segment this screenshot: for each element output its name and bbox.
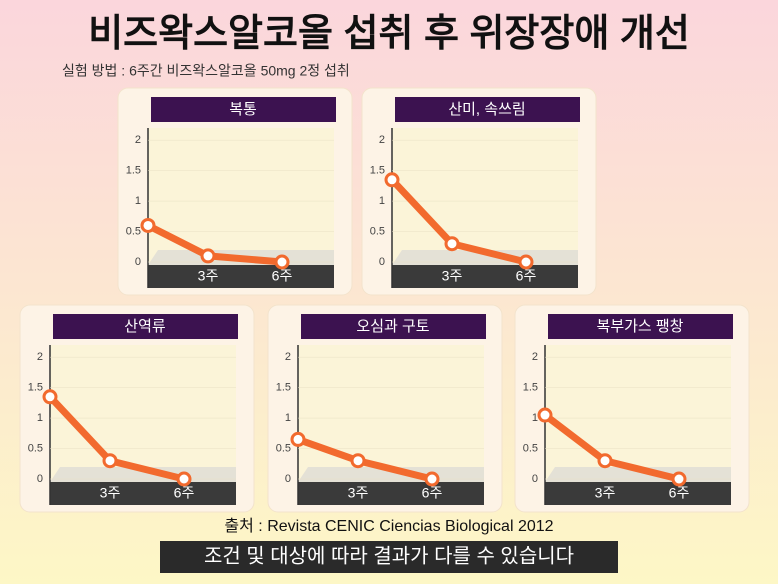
y-tick-label: 1.5 [276, 382, 291, 394]
x-tick-label: 3주 [442, 268, 463, 284]
x-axis-band [148, 265, 334, 288]
title-bar [53, 314, 238, 339]
point [274, 254, 290, 270]
plot-bg [50, 345, 236, 479]
chart-title: 산역류 [124, 318, 166, 335]
point [384, 172, 400, 188]
x-axis-band [298, 482, 484, 505]
chart-panel: 복통 0 0.5 1 1.5 2 3주 6주 [117, 87, 353, 296]
point [671, 471, 687, 487]
y-tick-label: 0 [135, 256, 141, 268]
y-tick-label: 2 [532, 351, 538, 363]
chart-title: 복통 [229, 101, 257, 118]
x-tick-label: 6주 [272, 268, 293, 284]
x-tick-label: 6주 [174, 485, 195, 501]
chart-panel: 산미, 속쓰림 0 0.5 1 1.5 2 3주 6주 [361, 87, 597, 296]
plot-bg [545, 345, 731, 479]
chart-panel: 산역류 0 0.5 1 1.5 2 3주 6주 [19, 304, 255, 513]
x-tick-label: 3주 [348, 485, 369, 501]
x-axis-band [392, 265, 578, 288]
point [537, 407, 553, 423]
point [424, 471, 440, 487]
point [518, 254, 534, 270]
x-tick-label: 3주 [198, 268, 219, 284]
y-tick-label: 1 [135, 195, 141, 207]
point [444, 236, 460, 252]
y-tick-label: 0 [285, 473, 291, 485]
y-tick-label: 0.5 [523, 442, 538, 454]
chart-title: 산미, 속쓰림 [448, 101, 525, 118]
title: 비즈왁스알코올 섭취 후 위장장애 개선 [88, 13, 690, 55]
y-tick-label: 0 [379, 256, 385, 268]
chart-title: 복부가스 팽창 [597, 318, 684, 335]
point [102, 453, 118, 469]
x-axis-band [50, 482, 236, 505]
title-bar [395, 97, 580, 122]
point [140, 217, 156, 233]
plot-bg [392, 128, 578, 262]
title-bar [548, 314, 733, 339]
point [42, 389, 58, 405]
caption-box [160, 541, 618, 573]
title-bar [301, 314, 486, 339]
point [200, 248, 216, 264]
y-tick-label: 1.5 [126, 165, 141, 177]
y-tick-label: 0 [37, 473, 43, 485]
y-tick-label: 0.5 [276, 442, 291, 454]
y-tick-label: 1.5 [523, 382, 538, 394]
y-tick-label: 0 [532, 473, 538, 485]
caption: 조건 및 대상에 따라 결과가 다를 수 있습니다 [204, 544, 574, 567]
point [290, 431, 306, 447]
y-tick-label: 2 [285, 351, 291, 363]
x-tick-label: 6주 [422, 485, 443, 501]
x-axis-band [545, 482, 731, 505]
x-tick-label: 6주 [516, 268, 537, 284]
point [176, 471, 192, 487]
chart-title: 오심과 구토 [356, 318, 429, 335]
plot-bg [298, 345, 484, 479]
chart-panel: 오심과 구토 0 0.5 1 1.5 2 3주 6주 [267, 304, 503, 513]
y-tick-label: 0.5 [126, 225, 141, 237]
y-tick-label: 1 [285, 412, 291, 424]
y-tick-label: 1 [37, 412, 43, 424]
y-tick-label: 0.5 [370, 225, 385, 237]
point [597, 453, 613, 469]
y-tick-label: 2 [135, 134, 141, 146]
y-tick-label: 2 [37, 351, 43, 363]
y-tick-label: 1.5 [28, 382, 43, 394]
subtitle: 실험 방법 : 6주간 비즈왁스알코올 50mg 2정 섭취 [62, 63, 350, 79]
x-tick-label: 3주 [595, 485, 616, 501]
y-tick-label: 1.5 [370, 165, 385, 177]
x-tick-label: 6주 [669, 485, 690, 501]
y-tick-label: 1 [532, 412, 538, 424]
title-bar [151, 97, 336, 122]
y-tick-label: 0.5 [28, 442, 43, 454]
point [350, 453, 366, 469]
y-tick-label: 1 [379, 195, 385, 207]
source: 출처 : Revista CENIC Ciencias Biological 2… [224, 517, 553, 535]
chart-panel: 복부가스 팽창 0 0.5 1 1.5 2 3주 6주 [514, 304, 750, 513]
y-tick-label: 2 [379, 134, 385, 146]
x-tick-label: 3주 [100, 485, 121, 501]
